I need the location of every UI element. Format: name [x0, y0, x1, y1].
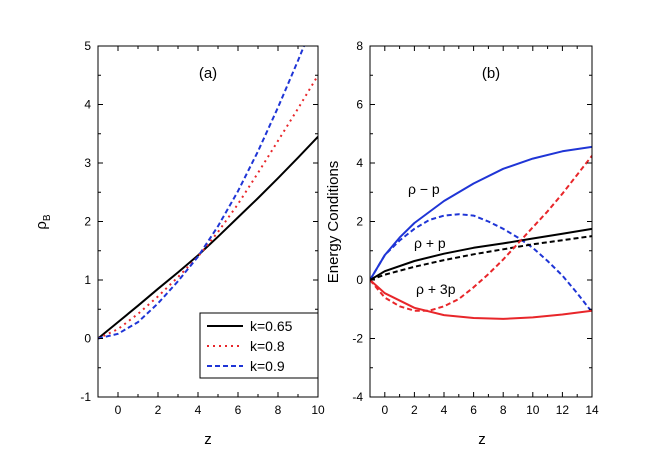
- panel-b-plot: 0 2 4 6 8 10 12 14 -4 -2 0 2 4 6 8: [352, 39, 599, 417]
- panel-b-ytick-label: 6: [356, 98, 363, 112]
- panel-a-ytick-label: 5: [84, 39, 91, 53]
- panel-b-ytick-label: 0: [356, 273, 363, 287]
- legend-label-k065: k=0.65: [250, 318, 293, 334]
- panel-b-xtick-label: 8: [500, 403, 507, 417]
- panel-b-series-line-3: [370, 235, 592, 281]
- panel-b-axes-frame: [369, 45, 593, 398]
- panel-b-xtick-label: 0: [381, 403, 388, 417]
- panel-a-series-line-0: [98, 136, 318, 340]
- panel-a-ytick-label: 2: [84, 215, 91, 229]
- panel-b-ytick-label: 4: [356, 156, 363, 170]
- panel-b-xtick-label: 2: [411, 403, 418, 417]
- panel-a-xtick-label: 4: [195, 403, 202, 417]
- panel-b-series-line-2: [370, 227, 592, 281]
- panel-b-ytick-label: 2: [356, 215, 363, 229]
- panel-a-xtick-label: 8: [275, 403, 282, 417]
- annotation-rho-plus-p: ρ + p: [414, 235, 446, 251]
- panel-a-series-group: [98, 46, 318, 340]
- panel-b-series-line-5: [370, 155, 592, 312]
- panel-b-series-line-4: [370, 279, 592, 320]
- panel-b-label: (b): [482, 65, 500, 82]
- panel-a-ytick-label: 0: [84, 332, 91, 346]
- legend-label-k09: k=0.9: [250, 358, 285, 374]
- panel-b-series-line-1: [370, 213, 592, 313]
- panel-b-xtick-label: 6: [470, 403, 477, 417]
- panel-a-ytick-label: 1: [84, 273, 91, 287]
- panel-b-ytick-label: -4: [352, 390, 363, 404]
- panel-b-ytick-label: -2: [352, 332, 363, 346]
- panel-a-ylabel-sub: B: [42, 214, 53, 221]
- panel-a-series-line-1: [98, 74, 318, 340]
- panel-b-xtick-label: 4: [441, 403, 448, 417]
- panel-a-xtick-label: 6: [235, 403, 242, 417]
- panel-a-plot: 0 2 4 6 8 10 -1 0 1 2 3 4 5: [80, 39, 325, 417]
- panel-a-xtick-label: 10: [311, 403, 325, 417]
- panel-b-xlabel: z: [478, 431, 486, 448]
- panel-b-xtick-label: 10: [526, 403, 540, 417]
- panel-b-ylabel: Energy Conditions: [325, 161, 342, 284]
- annotation-rho-plus-3p: ρ + 3p: [416, 281, 456, 297]
- panel-a-xtick-label: 2: [155, 403, 162, 417]
- panel-a-label: (a): [199, 65, 217, 82]
- panel-a-series-line-2: [98, 46, 305, 340]
- panel-b-xtick-label: 14: [585, 403, 599, 417]
- panel-a-ytick-label: 3: [84, 156, 91, 170]
- panel-b-series-line-0: [370, 145, 592, 281]
- annotation-rho-minus-p: ρ − p: [408, 181, 440, 197]
- legend: k=0.65 k=0.8 k=0.9: [199, 312, 319, 379]
- panel-b-ytick-label: 8: [356, 39, 363, 53]
- panel-a-ylabel-main: ρ: [33, 221, 50, 230]
- legend-label-k08: k=0.8: [250, 338, 285, 354]
- panel-a-xlabel: z: [204, 431, 212, 448]
- panel-a-ylabel: ρB: [33, 214, 53, 230]
- panel-a-ytick-label: -1: [80, 390, 91, 404]
- panel-b-series-group: [370, 145, 592, 320]
- panel-a-xtick-label: 0: [115, 403, 122, 417]
- panel-b-xtick-label: 12: [556, 403, 570, 417]
- panel-a-ytick-label: 4: [84, 98, 91, 112]
